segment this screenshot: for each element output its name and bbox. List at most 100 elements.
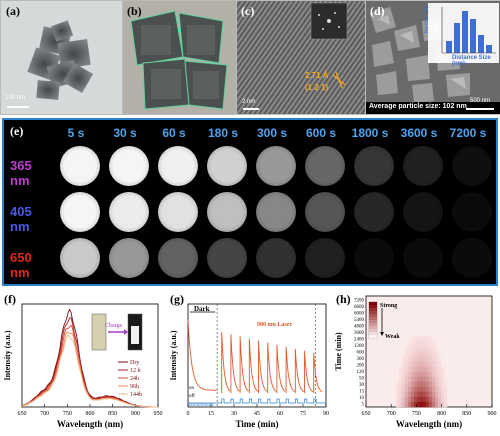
heatmap-cell bbox=[408, 391, 412, 398]
heatmap-cell bbox=[432, 381, 436, 388]
heatmap-cell bbox=[399, 391, 403, 398]
afterglow-sample-disc bbox=[452, 192, 492, 232]
background-trace bbox=[188, 398, 326, 404]
histogram-xlabel: Distance Size (nm) bbox=[452, 55, 491, 67]
time-label: 300 s bbox=[256, 126, 288, 140]
heatmap-cell bbox=[402, 366, 406, 372]
heatmap-cell bbox=[408, 371, 412, 378]
heatmap-cell bbox=[423, 366, 427, 372]
y-tick-label: 50 bbox=[359, 377, 365, 382]
heatmap-cell bbox=[420, 351, 424, 357]
heatmap-cell bbox=[435, 356, 439, 362]
panel-c-scalebar-text: 2 nm bbox=[242, 99, 256, 105]
afterglow-sample-disc bbox=[60, 192, 100, 232]
panel-d-sem-image: (d) Distance Size (nm) Number (%) Averag… bbox=[365, 0, 500, 115]
heatmap-cell bbox=[402, 391, 406, 398]
heatmap-cell bbox=[408, 381, 412, 388]
heatmap-cell bbox=[423, 381, 427, 388]
afterglow-sample-disc bbox=[158, 192, 198, 232]
heatmap-cell bbox=[417, 401, 421, 408]
afterglow-sample-disc bbox=[305, 238, 345, 278]
heatmap-cell bbox=[414, 381, 418, 388]
weak-text: Weak bbox=[385, 334, 400, 340]
heatmap-cell bbox=[405, 386, 409, 393]
heatmap-cell bbox=[417, 361, 421, 367]
afterglow-sample-disc bbox=[109, 238, 149, 278]
heatmap-cell bbox=[399, 376, 403, 383]
legend-entry: Dry bbox=[130, 360, 139, 366]
afterglow-sample-disc bbox=[109, 192, 149, 232]
x-tick-label: 850 bbox=[108, 411, 117, 417]
colorbar-step bbox=[369, 335, 377, 339]
heatmap-cell bbox=[432, 376, 436, 383]
lattice-fringes-drawing bbox=[237, 1, 365, 114]
panel-g-label: (g) bbox=[170, 292, 184, 306]
time-label: 1800 s bbox=[351, 126, 389, 140]
heatmap-cell bbox=[414, 371, 418, 378]
colorbar-arrowhead bbox=[380, 332, 384, 336]
heatmap-cell bbox=[414, 366, 418, 372]
heatmap-cell bbox=[420, 401, 424, 408]
time-label: 7200 s bbox=[449, 126, 487, 140]
heatmap-cell bbox=[408, 346, 412, 352]
heatmap-cell bbox=[429, 356, 433, 362]
heatmap-cell bbox=[414, 336, 418, 342]
x-axis-label: Wavelength (nm) bbox=[396, 419, 462, 429]
afterglow-sample-disc bbox=[60, 238, 100, 278]
excitation-label: 650 nm bbox=[10, 250, 32, 280]
heatmap-cell bbox=[432, 351, 436, 357]
legend-entry: 12 h bbox=[130, 368, 141, 374]
afterglow-sample-disc bbox=[207, 238, 247, 278]
y-axis-label: Time (min) bbox=[334, 332, 343, 371]
heatmap-cell bbox=[432, 396, 436, 403]
time-label: 180 s bbox=[207, 126, 239, 140]
heatmap-cell bbox=[435, 376, 439, 383]
heatmap-cell bbox=[417, 371, 421, 378]
heatmap-cell bbox=[423, 356, 427, 362]
time-label: 30 s bbox=[113, 126, 137, 140]
heatmap-cell bbox=[399, 401, 403, 408]
heatmap-cell bbox=[426, 336, 430, 342]
heatmap-cell bbox=[441, 366, 445, 372]
heatmap-cell bbox=[426, 356, 430, 362]
heatmap-cell bbox=[396, 391, 400, 398]
heatmap-cell bbox=[429, 351, 433, 357]
heatmap-cell bbox=[426, 386, 430, 393]
heatmap-cell bbox=[423, 386, 427, 393]
heatmap-cell bbox=[402, 371, 406, 378]
panel-h-heatmap-chart: 650 700 750 800 850 900 5 10 15 30 50 120 200 300 600 1… bbox=[332, 292, 500, 431]
heatmap-cell bbox=[426, 366, 430, 372]
heatmap-cell bbox=[414, 396, 418, 403]
heatmap-cell bbox=[441, 386, 445, 393]
panel-h-label: (h) bbox=[336, 292, 351, 306]
heatmap-cell bbox=[396, 386, 400, 393]
heatmap-cell bbox=[411, 351, 415, 357]
colorbar-step bbox=[369, 320, 377, 324]
heatmap-cell bbox=[414, 341, 418, 347]
off-text: off bbox=[189, 394, 195, 399]
panel-a-tem-image: (a) 100 nm bbox=[0, 0, 123, 115]
vial-glow bbox=[131, 326, 139, 344]
dark-decay-line bbox=[187, 319, 218, 391]
x-tick-label: 700 bbox=[40, 411, 49, 417]
heatmap-cell bbox=[396, 381, 400, 388]
y-tick-label: 15 bbox=[359, 390, 365, 395]
heatmap-cell bbox=[435, 346, 439, 352]
heatmap-cell bbox=[396, 401, 400, 408]
afterglow-sample-disc bbox=[256, 238, 296, 278]
heatmap-cell bbox=[444, 401, 448, 408]
x-tick-label: 800 bbox=[86, 411, 95, 417]
x-tick-label: 800 bbox=[437, 411, 446, 417]
heatmap-cell bbox=[441, 381, 445, 388]
heatmap-cell bbox=[399, 396, 403, 403]
heatmap-cell bbox=[411, 361, 415, 367]
heatmap-cell bbox=[438, 401, 442, 408]
heatmap-cell bbox=[438, 386, 442, 393]
heatmap-cell bbox=[405, 366, 409, 372]
y-tick-label: 300 bbox=[357, 357, 365, 362]
heatmap-cell bbox=[411, 371, 415, 378]
colorbar-step bbox=[369, 329, 377, 333]
heatmap-cell bbox=[423, 351, 427, 357]
heatmap-cell bbox=[438, 396, 442, 403]
heatmap-cell bbox=[435, 386, 439, 393]
